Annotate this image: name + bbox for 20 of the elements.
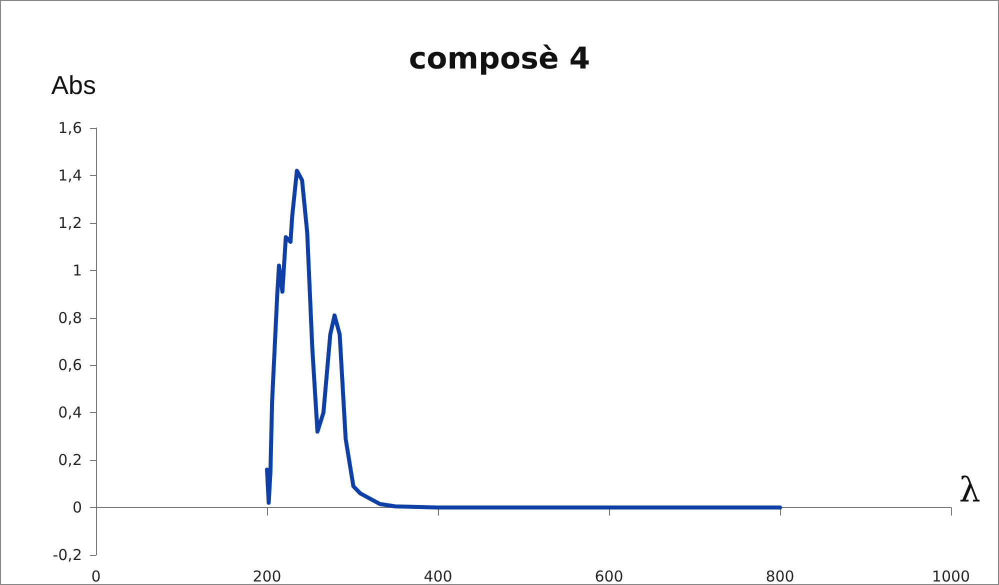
x-tick-label: 200 — [252, 568, 282, 585]
y-tick-label: -0,2 — [52, 546, 82, 564]
x-tick-label: 600 — [594, 568, 624, 585]
y-tick-label: 1,2 — [58, 214, 82, 232]
x-tick-label: 1000 — [932, 568, 970, 585]
y-tick-label: 0,8 — [58, 308, 82, 327]
y-tick-label: 0,4 — [58, 404, 82, 422]
x-axis-title: λ — [959, 470, 981, 511]
chart-title: composè 4 — [408, 42, 590, 76]
y-axis-title: Abs — [51, 70, 96, 100]
y-tick-label: 0,2 — [58, 451, 82, 470]
line-series — [265, 168, 782, 510]
y-tick-label: 1,4 — [58, 166, 82, 184]
x-tick-label: 0 — [91, 568, 101, 585]
y-tick-label: 1,6 — [58, 119, 82, 137]
y-tick-label: 0,6 — [58, 356, 82, 374]
y-tick-label: 0 — [72, 498, 82, 517]
y-tick-label: 1 — [72, 261, 82, 280]
x-tick-label: 800 — [766, 568, 794, 585]
x-tick-label: 400 — [424, 568, 452, 585]
